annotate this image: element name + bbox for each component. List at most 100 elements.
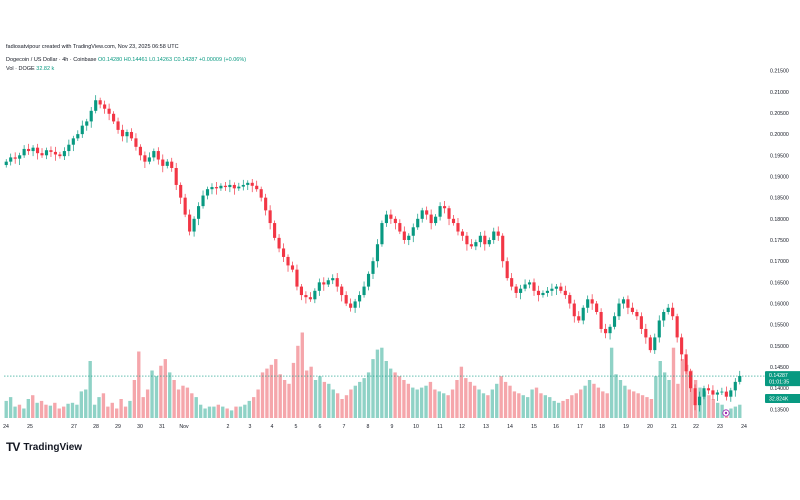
volume-bar — [380, 347, 384, 418]
candle-body — [738, 375, 742, 382]
candle-body — [31, 147, 35, 152]
volume-bar — [176, 389, 181, 418]
volume-bar — [614, 374, 618, 418]
candle-body — [308, 297, 312, 300]
candle-body — [375, 244, 380, 262]
candle-body — [134, 138, 138, 147]
volume-bar — [667, 380, 671, 418]
candle-body — [277, 237, 281, 249]
volume-bar — [97, 397, 101, 418]
volume-bar — [349, 389, 353, 418]
candle-body — [116, 121, 120, 130]
candle-body — [519, 288, 523, 293]
volume-bar — [110, 402, 114, 418]
price-tick-label: 0.19500 — [770, 153, 789, 159]
candle-body — [98, 100, 102, 105]
volume-bar — [393, 372, 397, 418]
last-price-badge: 0.14287 01:01:35 — [765, 371, 800, 387]
candle-body — [568, 295, 572, 304]
volume-bar — [79, 391, 84, 418]
candle-body — [228, 184, 232, 188]
alert-marker[interactable] — [722, 409, 730, 417]
volume-bar — [252, 397, 256, 418]
volume-bar — [601, 391, 605, 418]
candle-body — [331, 278, 335, 281]
volume-bar — [411, 387, 415, 418]
volume-bar — [207, 406, 212, 418]
volume-bar — [579, 389, 583, 418]
candle-body — [541, 292, 545, 296]
volume-bar — [269, 364, 274, 418]
last-price-value: 0.14287 — [769, 373, 788, 379]
volume-bar — [609, 347, 614, 418]
candle-body — [393, 218, 397, 224]
time-tick-label: 29 — [115, 424, 121, 430]
time-tick-label: Nov — [179, 424, 189, 430]
price-tick-label: 0.20000 — [770, 132, 789, 138]
volume-bar — [88, 361, 92, 418]
volume-name[interactable]: Vol · DOGE — [6, 66, 35, 72]
volume-bar — [198, 404, 203, 418]
time-tick-label: 2 — [227, 424, 230, 430]
candle-body — [510, 278, 514, 287]
time-tick-label: 10 — [413, 424, 419, 430]
time-tick-label: 3 — [249, 424, 252, 430]
volume-bar — [477, 389, 481, 418]
volume-badge: 32.824K — [765, 394, 800, 403]
candle-body — [456, 223, 460, 232]
candle-body — [483, 235, 487, 245]
candle-body — [183, 197, 187, 215]
candle-body — [617, 303, 621, 317]
time-tick-label: 6 — [319, 424, 322, 430]
candle-body — [711, 390, 715, 395]
volume-bar — [203, 408, 207, 418]
volume-bar — [115, 408, 119, 418]
volume-bar — [388, 368, 393, 418]
price-tick-label: 0.14500 — [770, 365, 789, 371]
volume-bar — [159, 365, 163, 418]
candle-body — [389, 214, 393, 219]
volume-bar — [75, 404, 79, 418]
time-tick-label: 24 — [741, 424, 747, 430]
price-tick-label: 0.15500 — [770, 323, 789, 329]
candle-body — [44, 150, 49, 156]
volume-bar — [137, 351, 141, 418]
symbol-name[interactable]: Dogecoin / US Dollar · 4h · Coinbase — [6, 57, 97, 63]
symbol-legend[interactable]: Dogecoin / US Dollar · 4h · Coinbase O0.… — [6, 57, 246, 63]
candle-body — [196, 206, 201, 219]
candle-body — [688, 371, 693, 389]
candle-body — [138, 146, 142, 156]
volume-bar — [517, 393, 521, 418]
candle-body — [107, 108, 111, 114]
candle-body — [53, 151, 58, 155]
time-axis: 24 25 27 28 29 30 31 Nov 2 3 4 5 6 7 8 9 10 11 12 13 14 15 16 1… — [3, 424, 747, 430]
candle-body — [362, 286, 366, 296]
candle-body — [621, 299, 626, 304]
candle-body — [264, 197, 268, 211]
volume-bar — [402, 380, 406, 418]
volume-bar — [481, 393, 486, 418]
created-by-caption: fadiosatvipour created with TradingView.… — [6, 44, 179, 50]
candle-body — [416, 218, 420, 228]
volume-bar — [424, 385, 428, 418]
volume-legend[interactable]: Vol · DOGE 32.82 k — [6, 66, 54, 72]
volume-bar — [415, 389, 419, 418]
volume-bar — [216, 404, 221, 418]
time-tick-label: 13 — [483, 424, 489, 430]
candle-body — [527, 282, 532, 285]
volume-bar — [486, 395, 490, 418]
volume-bar — [738, 404, 742, 418]
volume-bar — [185, 387, 190, 418]
candle-body — [103, 104, 107, 109]
candle-body — [733, 381, 737, 391]
candle-body — [545, 290, 550, 293]
tradingview-logo: TV TradingView — [6, 440, 82, 454]
candle-body — [143, 155, 147, 162]
candle-body — [192, 218, 196, 232]
candle-body — [214, 187, 219, 189]
candle-body — [40, 153, 44, 156]
candle-body — [170, 161, 174, 168]
volume-bar — [145, 389, 150, 418]
candle-body — [451, 218, 456, 224]
